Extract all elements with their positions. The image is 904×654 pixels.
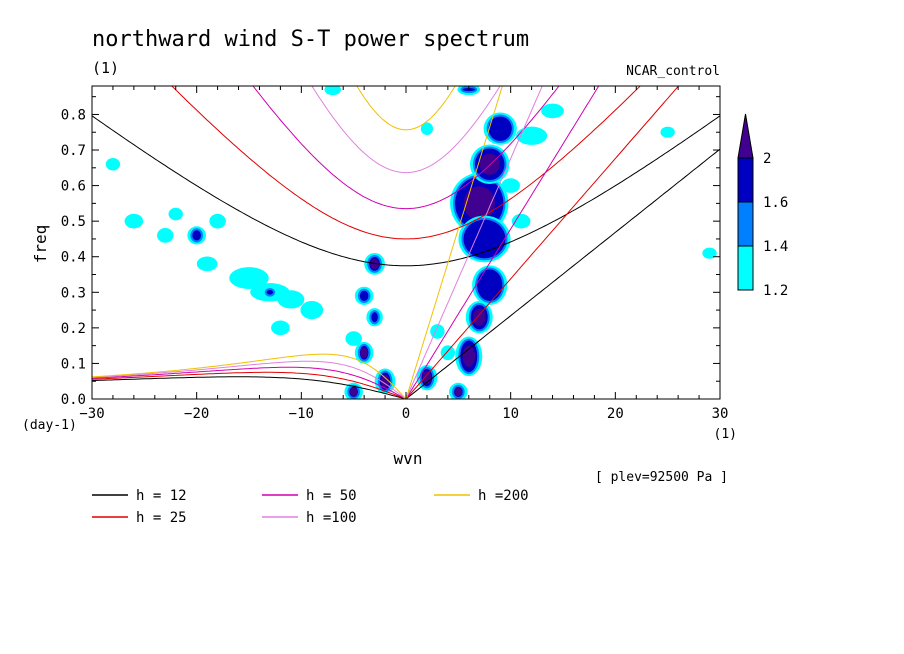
- contour-blob: [519, 128, 545, 143]
- dispersion-curve-kelvin: [405, 86, 680, 399]
- colorbar-segment: [737, 157, 754, 203]
- contour-blob-peak: [463, 186, 495, 221]
- y-tick-label: 0.4: [61, 250, 86, 266]
- y-unit-label: (day-1): [22, 418, 77, 433]
- contour-blob: [327, 86, 338, 94]
- chart-subtitle-left: (1): [92, 59, 119, 77]
- y-axis-label: freq: [31, 225, 50, 264]
- dispersion-curve-rossby: [92, 371, 407, 399]
- contour-blob-core: [477, 269, 503, 301]
- legend: h = 12 h = 25 h = 50 h =100 h =200: [92, 488, 529, 526]
- contour-blob: [108, 159, 118, 169]
- legend-label: h = 50: [306, 488, 357, 504]
- contour-blob: [705, 249, 714, 257]
- dispersion-curve-rossby: [92, 360, 407, 399]
- contour-blob: [348, 333, 359, 344]
- x-unit-label: (1): [714, 427, 737, 442]
- y-tick-label: 0.2: [61, 321, 86, 337]
- x-axis-label: wvn: [394, 449, 423, 468]
- contour-blob: [433, 326, 442, 337]
- chart-subtitle-right: NCAR_control: [626, 64, 720, 79]
- dispersion-curve-ig: [252, 86, 560, 210]
- dispersion-curve-kelvin: [405, 148, 720, 399]
- contour-blob: [504, 180, 517, 191]
- legend-label: h =200: [478, 488, 529, 504]
- y-tick-label: 0.5: [61, 214, 86, 230]
- contour-blob-peak: [349, 387, 358, 397]
- contour-blob: [663, 128, 672, 136]
- dispersion-curve-rossby: [92, 366, 407, 399]
- contour-blob-core: [192, 230, 201, 241]
- colorbar-label: 1.2: [763, 283, 788, 299]
- y-tick-label: 0.3: [61, 285, 86, 301]
- contour-blob: [423, 124, 431, 133]
- colorbar-segment: [737, 245, 754, 291]
- contour-blob-core: [371, 312, 378, 323]
- contour-blob-core: [266, 290, 274, 295]
- colorbar-segment: [737, 201, 754, 247]
- x-tick-label: 20: [607, 406, 624, 422]
- y-tick-label: 0.0: [61, 392, 86, 408]
- contour-blob-peak: [454, 387, 463, 397]
- contour-blob-peak: [380, 374, 390, 388]
- contour-blob: [274, 322, 287, 334]
- contour-blob: [171, 209, 180, 219]
- y-tick-label: 0.1: [61, 356, 86, 372]
- contour-blob: [160, 230, 171, 241]
- colorbar-arrow: [737, 113, 754, 159]
- dispersion-curve-ig: [356, 86, 456, 131]
- contour-blob: [443, 347, 453, 359]
- x-tick-label: −20: [184, 406, 209, 422]
- x-tick-label: −10: [289, 406, 314, 422]
- contour-blob: [212, 215, 223, 227]
- dispersion-curve-layer: [92, 86, 720, 399]
- contour-blob: [127, 215, 141, 227]
- dispersion-curve-ig: [92, 115, 720, 267]
- x-tick-label: 0: [402, 406, 410, 422]
- contour-blob-core: [488, 116, 512, 141]
- contour-blob: [303, 302, 321, 318]
- x-tick-label: 30: [712, 406, 729, 422]
- y-tick-label: 0.8: [61, 107, 86, 123]
- plev-note: [ plev=92500 Pa ]: [595, 470, 728, 485]
- dispersion-curve-kelvin: [405, 86, 543, 399]
- contour-blob-core: [359, 290, 369, 301]
- dispersion-curve-kelvin: [405, 86, 503, 399]
- dispersion-curve-ig: [171, 86, 641, 240]
- contour-blob-peak: [360, 347, 368, 359]
- contour-blob: [199, 258, 215, 270]
- contour-blob-peak: [472, 308, 486, 326]
- dispersion-curve-rossby: [92, 376, 407, 399]
- legend-label: h = 12: [136, 488, 187, 504]
- chart-title: northward wind S-T power spectrum: [92, 27, 529, 52]
- contour-blob: [544, 105, 561, 117]
- dispersion-curve-kelvin: [405, 86, 600, 399]
- colorbar-label: 2: [763, 151, 771, 167]
- contour-fill-layer: [105, 86, 717, 399]
- legend-label: h =100: [306, 510, 357, 526]
- legend-label: h = 25: [136, 510, 187, 526]
- dispersion-curve-rossby: [92, 353, 407, 399]
- colorbar-label: 1.6: [763, 195, 788, 211]
- y-tick-label: 0.6: [61, 179, 86, 195]
- plot-frame: [91, 85, 721, 400]
- x-tick-label: −30: [79, 406, 104, 422]
- colorbar-label: 1.4: [763, 239, 788, 255]
- contour-blob: [232, 269, 266, 287]
- contour-blob: [280, 292, 302, 307]
- y-tick-label: 0.7: [61, 143, 86, 159]
- x-tick-label: 10: [502, 406, 519, 422]
- colorbar: 2 1.6 1.4 1.2: [737, 113, 788, 299]
- dispersion-curve-ig: [311, 86, 501, 174]
- contour-blob: [514, 215, 528, 227]
- axis-tick-layer: −30 −20 −10 0 10 20 30 0.0 0.1 0.2 0.3 0.4 0.5 0.6 0.7…: [61, 86, 729, 422]
